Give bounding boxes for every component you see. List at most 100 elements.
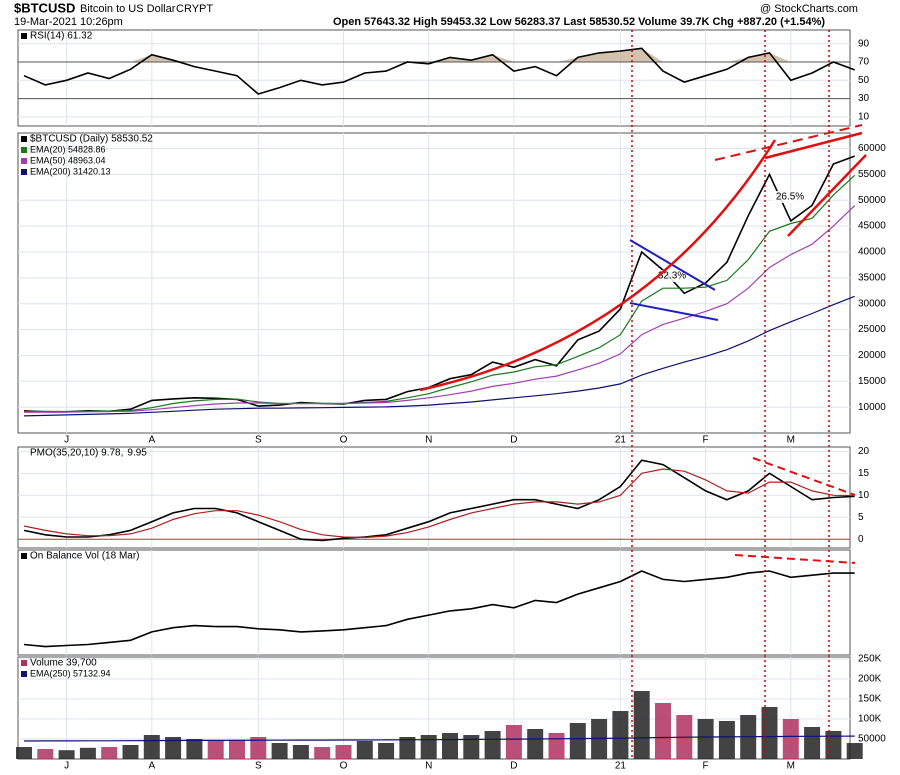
volume-bar bbox=[718, 721, 735, 759]
x-tick-label: S bbox=[255, 435, 262, 446]
x-tick-label: M bbox=[787, 435, 795, 446]
series-line bbox=[23, 47, 855, 95]
y-tick-label: 0 bbox=[858, 534, 864, 545]
panel-frame bbox=[17, 549, 851, 656]
symbol-name: Bitcoin to US Dollar bbox=[80, 3, 176, 15]
volume-bar bbox=[782, 719, 799, 759]
volume-bar bbox=[761, 707, 778, 759]
y-tick-label: 5 bbox=[858, 512, 864, 523]
volume-bar bbox=[484, 731, 501, 759]
legend-entry: EMA(250) 57132.94 bbox=[30, 668, 111, 678]
panel-frame bbox=[17, 29, 851, 127]
annotation-bg bbox=[772, 191, 808, 203]
y-tick-label: 40000 bbox=[858, 247, 886, 258]
volume-bar bbox=[505, 725, 522, 759]
volume-bar bbox=[122, 745, 139, 759]
annotation-layer bbox=[419, 30, 867, 757]
trend-line bbox=[629, 302, 719, 321]
y-tick-label: 10 bbox=[858, 111, 870, 122]
quote: Open 57643.32 High 59453.32 Low 56283.37… bbox=[333, 16, 825, 28]
legend-swatch bbox=[21, 671, 27, 677]
series-line bbox=[23, 735, 855, 742]
legend-swatch bbox=[21, 147, 27, 153]
legend-entry: $BTCUSD (Daily) 58530.52 bbox=[30, 134, 153, 145]
y-tick-label: 35000 bbox=[858, 272, 886, 283]
volume-bar bbox=[399, 737, 416, 759]
volume-bar bbox=[207, 741, 224, 759]
annotation: 26.5% bbox=[776, 192, 804, 203]
legend-entry: PMO(35,20,10) 9.78, bbox=[30, 448, 123, 459]
y-tick-label: 45000 bbox=[858, 221, 886, 232]
volume-bar bbox=[804, 727, 821, 759]
series-line bbox=[23, 468, 855, 539]
volume-bar bbox=[250, 737, 267, 759]
trend-line bbox=[764, 131, 863, 160]
x-tick-label: J bbox=[64, 435, 69, 446]
y-tick-label: 15 bbox=[858, 468, 870, 479]
trend-line bbox=[752, 457, 856, 496]
legend-swatch bbox=[21, 553, 27, 559]
volume-bar bbox=[335, 745, 352, 759]
volume-bar bbox=[314, 747, 331, 759]
x-tick-label: 21 bbox=[615, 761, 627, 772]
volume-bar bbox=[633, 691, 650, 759]
trend-line bbox=[714, 124, 863, 161]
annotation: 32.3% bbox=[658, 271, 686, 282]
series-line bbox=[23, 459, 855, 542]
legend-swatch bbox=[21, 136, 27, 142]
legend-entry: Volume 39,700 bbox=[30, 658, 97, 669]
exchange: CRYPT bbox=[176, 3, 213, 15]
y-tick-label: 15000 bbox=[858, 376, 886, 387]
x-tick-label: A bbox=[148, 761, 155, 772]
volume-bar bbox=[378, 743, 395, 759]
y-tick-label: 20000 bbox=[858, 350, 886, 361]
legend-entry: 9.95 bbox=[127, 448, 147, 459]
x-tick-label: J bbox=[64, 761, 69, 772]
trend-curve bbox=[419, 139, 777, 392]
x-tick-label: F bbox=[703, 435, 709, 446]
volume-bar bbox=[229, 739, 245, 759]
y-tick-label: 25000 bbox=[858, 324, 886, 335]
volume-bar bbox=[186, 739, 203, 759]
x-tick-label: O bbox=[340, 435, 348, 446]
volume-bar bbox=[825, 731, 842, 759]
legend-entry: On Balance Vol (18 Mar) bbox=[30, 551, 140, 562]
y-tick-label: 50000 bbox=[858, 734, 886, 745]
y-tick-label: 60000 bbox=[858, 143, 886, 154]
symbol: $BTCUSD bbox=[14, 0, 75, 15]
volume-bar bbox=[463, 735, 480, 759]
legend-swatch bbox=[21, 169, 27, 175]
volume-bar bbox=[846, 743, 863, 759]
y-tick-label: 150K bbox=[858, 694, 882, 705]
x-tick-label: F bbox=[703, 761, 709, 772]
y-tick-label: 200K bbox=[858, 674, 882, 685]
volume-bar bbox=[548, 733, 565, 759]
legend-entry: EMA(200) 31420.13 bbox=[30, 166, 111, 176]
series-line bbox=[23, 295, 855, 417]
legend-entry: RSI(14) 61.32 bbox=[30, 31, 93, 42]
y-tick-label: 10000 bbox=[858, 402, 886, 413]
series-line bbox=[23, 205, 856, 413]
y-tick-label: 10 bbox=[858, 490, 870, 501]
series-line bbox=[24, 174, 856, 413]
y-tick-label: 100K bbox=[858, 714, 882, 725]
volume-bar bbox=[697, 719, 714, 759]
volume-bar bbox=[37, 749, 54, 759]
volume-bar bbox=[79, 747, 96, 759]
volume-bar bbox=[101, 747, 118, 759]
volume-bar bbox=[143, 735, 160, 759]
legend-swatch bbox=[21, 33, 27, 39]
panel-frame bbox=[17, 132, 851, 434]
volume-bar bbox=[16, 747, 32, 759]
x-tick-label: M bbox=[787, 761, 795, 772]
x-tick-label: D bbox=[510, 761, 517, 772]
volume-bar bbox=[527, 729, 544, 759]
panel-frame bbox=[17, 446, 851, 549]
volume-bar bbox=[420, 735, 437, 759]
x-tick-label: S bbox=[255, 761, 262, 772]
legend-entry: EMA(50) 48963.04 bbox=[30, 155, 106, 165]
volume-bar bbox=[292, 745, 309, 759]
x-tick-label: N bbox=[425, 761, 432, 772]
volume-bar bbox=[271, 743, 288, 759]
